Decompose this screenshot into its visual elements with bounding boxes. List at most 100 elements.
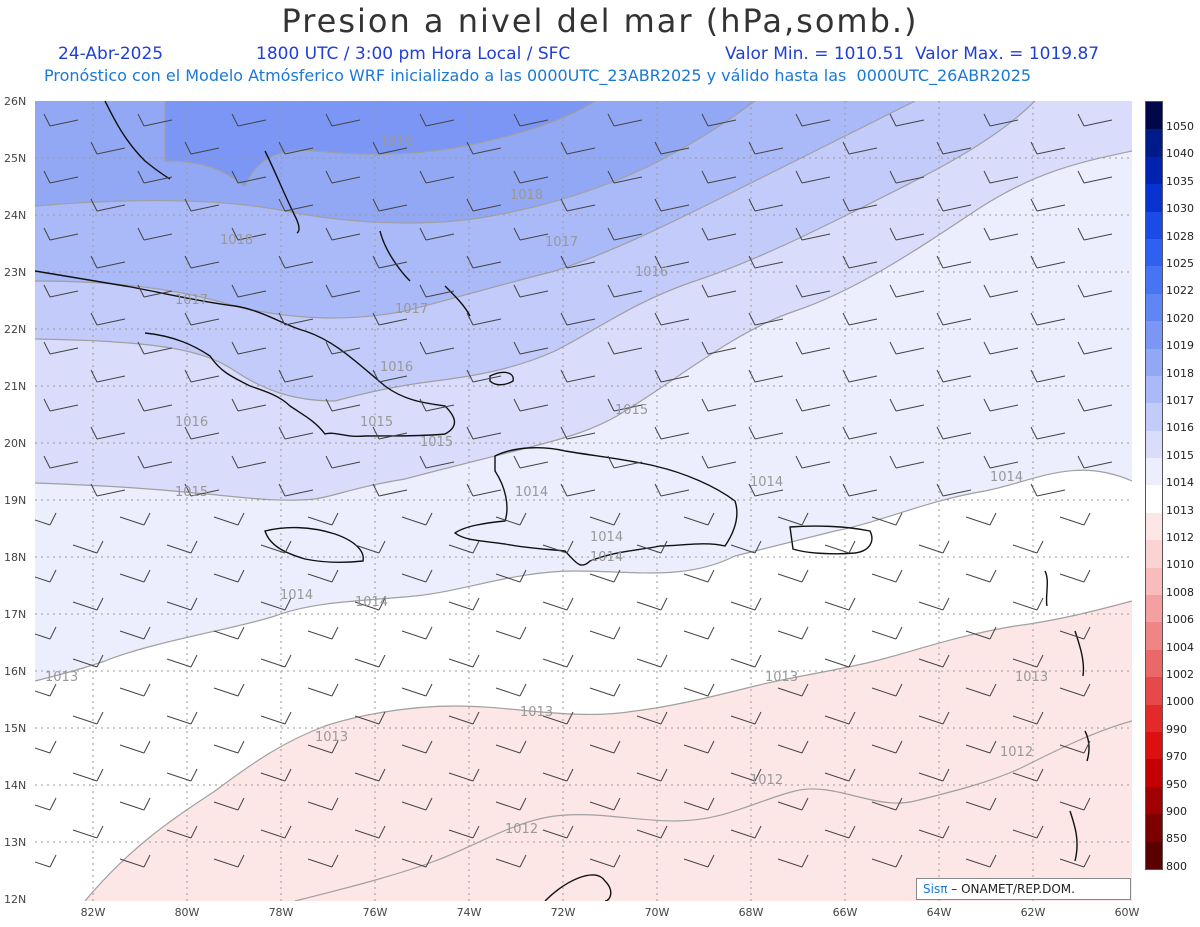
colorbar-swatch: [1146, 238, 1162, 267]
wind-barb: [213, 797, 245, 811]
lon-label: 74W: [456, 906, 482, 919]
wind-barb: [795, 341, 831, 355]
wind-barb: [325, 341, 361, 355]
wind-barb: [278, 141, 314, 155]
wind-barb: [419, 170, 455, 184]
colorbar-swatch: [1146, 731, 1162, 760]
lat-label: 21N: [4, 380, 27, 393]
wind-barb: [119, 740, 151, 754]
colorbar-level: 950: [1166, 777, 1187, 791]
wind-barb: [513, 341, 549, 355]
wind-barb: [372, 483, 408, 497]
wind-barb: [654, 483, 690, 497]
wind-barb: [748, 426, 784, 440]
wind-barb: [965, 854, 997, 868]
wind-barb: [43, 170, 79, 184]
wind-barb: [307, 797, 339, 811]
wind-barb: [184, 426, 220, 440]
wind-barb: [607, 398, 643, 412]
wind-barb: [307, 854, 339, 868]
wind-barb: [589, 683, 621, 697]
wind-barb: [842, 426, 878, 440]
forecast-date: 24-Abr-2025: [58, 44, 164, 64]
wind-barb: [119, 569, 151, 583]
wind-barb: [542, 825, 574, 839]
wind-barb: [448, 540, 480, 554]
lon-label: 64W: [926, 906, 952, 919]
colorbar-swatch: [1146, 677, 1162, 705]
wind-barb: [1077, 341, 1113, 355]
wind-barb: [636, 768, 668, 782]
contour-label: 1013: [315, 730, 348, 745]
lat-label: 18N: [4, 551, 27, 564]
wind-barb: [748, 141, 784, 155]
wind-barb: [683, 569, 715, 583]
wind-barb: [401, 683, 433, 697]
lat-label: 12N: [4, 893, 27, 906]
wind-barb: [466, 312, 502, 326]
colorbar-level: 1015: [1166, 448, 1194, 462]
wind-barb: [965, 626, 997, 640]
wind-barb: [918, 825, 950, 839]
wind-barb: [119, 626, 151, 640]
wind-barb: [137, 455, 173, 469]
wind-barb: [683, 740, 715, 754]
wind-barb: [824, 825, 856, 839]
wind-barb: [278, 483, 314, 497]
wind-barb: [448, 768, 480, 782]
colorbar-level: 1040: [1166, 147, 1194, 161]
colorbar-level: 970: [1166, 750, 1187, 764]
lat-label: 15N: [4, 722, 27, 735]
wind-barb: [495, 569, 527, 583]
wind-barb: [466, 483, 502, 497]
wind-barb: [777, 683, 809, 697]
colorbar-swatch: [1146, 704, 1162, 732]
colorbar-swatch: [1146, 540, 1162, 568]
wind-barb: [278, 312, 314, 326]
colorbar-level: 1016: [1166, 421, 1194, 435]
wind-barb: [965, 797, 997, 811]
grid-lines: [35, 101, 1132, 901]
colorbar-swatch: [1146, 156, 1162, 185]
wind-barb: [513, 227, 549, 241]
wind-barb: [842, 255, 878, 269]
wind-barb: [166, 597, 198, 611]
wind-barb: [72, 768, 104, 782]
wind-barb: [401, 512, 433, 526]
wind-barb: [701, 341, 737, 355]
lon-label: 76W: [362, 906, 388, 919]
wind-barb: [137, 113, 173, 127]
wind-barb: [119, 512, 151, 526]
wind-barb: [466, 255, 502, 269]
wind-barb: [260, 654, 292, 668]
wind-barb: [589, 626, 621, 640]
wind-barb: [777, 854, 809, 868]
wind-barb: [983, 455, 1019, 469]
wind-barb: [354, 540, 386, 554]
contour-label: 1014: [280, 588, 313, 603]
contour-label: 1017: [395, 302, 428, 317]
wind-barb: [889, 341, 925, 355]
wind-barb: [589, 569, 621, 583]
credit-box: Sisπ – ONAMET/REP.DOM.: [916, 878, 1131, 900]
wind-barb: [683, 854, 715, 868]
colorbar-level: 1012: [1166, 531, 1194, 544]
wind-barb: [495, 797, 527, 811]
lon-label: 82W: [80, 906, 106, 919]
contour-label: 1016: [380, 360, 413, 375]
wind-barb: [983, 113, 1019, 127]
wind-barb: [1059, 797, 1091, 811]
field-1019: [165, 101, 595, 186]
wind-barb: [184, 483, 220, 497]
wind-barb: [448, 711, 480, 725]
wind-barb: [260, 768, 292, 782]
wind-barb: [325, 227, 361, 241]
wind-barb: [607, 455, 643, 469]
wind-barb: [795, 398, 831, 412]
lon-label: 62W: [1020, 906, 1046, 919]
wind-barb: [231, 341, 267, 355]
wind-barb: [137, 227, 173, 241]
wind-barb: [730, 825, 762, 839]
colorbar-swatch: [1146, 649, 1162, 678]
wind-barb: [654, 426, 690, 440]
